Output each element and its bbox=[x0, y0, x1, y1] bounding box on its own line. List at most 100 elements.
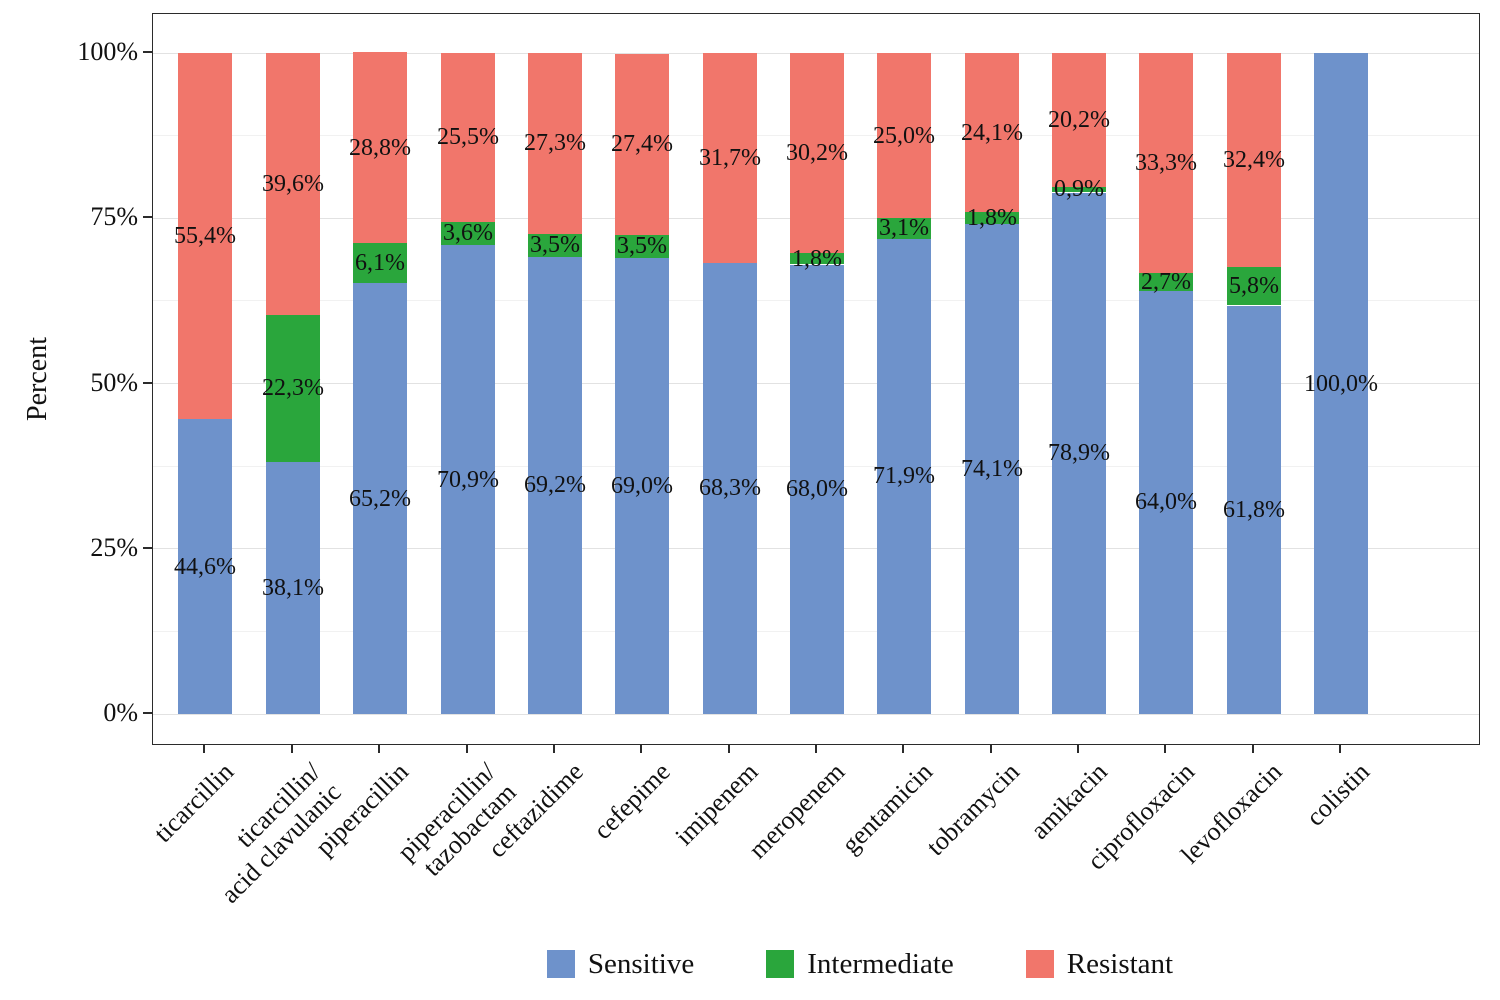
bar-value-label: 3,5% bbox=[617, 233, 667, 259]
bar-segment-intermediate bbox=[790, 252, 844, 265]
bar-value-label: 69,2% bbox=[524, 472, 586, 498]
bar-segment-resistant bbox=[1139, 53, 1193, 274]
bar-value-label: 32,4% bbox=[1223, 147, 1285, 173]
x-axis-tick bbox=[1077, 745, 1079, 753]
y-tick-label: 50% bbox=[90, 368, 138, 397]
bar-segment-resistant bbox=[790, 53, 844, 253]
x-axis-tick bbox=[553, 745, 555, 753]
bar-segment-sensitive bbox=[353, 283, 407, 714]
bar-segment-sensitive bbox=[178, 419, 232, 714]
bar-value-label: 69,0% bbox=[611, 473, 673, 499]
x-axis-tick bbox=[291, 745, 293, 753]
bar-value-label: 28,8% bbox=[349, 135, 411, 161]
x-axis-tick bbox=[990, 745, 992, 753]
bar-value-label: 1,8% bbox=[792, 246, 842, 272]
x-axis-tick bbox=[1252, 745, 1254, 753]
plot-panel: 44,6% 55,4% 38,1% 22,3% 39,6% 65,2% 6,1% 28,8% 7… bbox=[152, 13, 1480, 745]
bar-value-label: 64,0% bbox=[1135, 489, 1197, 515]
x-axis-tick bbox=[466, 745, 468, 753]
bar-segment-resistant bbox=[178, 53, 232, 420]
major-gridline bbox=[153, 713, 1479, 715]
y-axis-tick bbox=[143, 216, 152, 219]
bar-segment-intermediate bbox=[528, 233, 582, 257]
legend-item-resistant: Resistant bbox=[1025, 947, 1174, 981]
bar-segment-resistant bbox=[1227, 53, 1281, 268]
bar-value-label: 39,6% bbox=[262, 171, 324, 197]
bar-value-label: 3,6% bbox=[443, 220, 493, 246]
bar-value-label: 22,3% bbox=[262, 375, 324, 401]
bar-value-label: 31,7% bbox=[699, 145, 761, 171]
bar-segment-resistant bbox=[266, 53, 320, 315]
resistant-swatch bbox=[1025, 950, 1054, 978]
bar-value-label: 44,6% bbox=[174, 554, 236, 580]
bar-value-label: 74,1% bbox=[961, 456, 1023, 482]
x-category-label: gentamicin bbox=[835, 757, 938, 860]
x-category-label: ticarcillin bbox=[147, 757, 239, 848]
bar-value-label: 30,2% bbox=[786, 140, 848, 166]
bar-segment-resistant bbox=[528, 53, 582, 234]
bar-segment-sensitive bbox=[965, 224, 1019, 714]
bar-value-label: 24,1% bbox=[961, 120, 1023, 146]
bar-segment-sensitive bbox=[1227, 305, 1281, 714]
bar-segment-sensitive bbox=[1139, 291, 1193, 714]
bar-value-label: 70,9% bbox=[437, 467, 499, 493]
bar-segment-sensitive bbox=[703, 262, 757, 714]
bar-value-label: 5,8% bbox=[1229, 273, 1279, 299]
bar-segment-intermediate bbox=[266, 314, 320, 463]
y-tick-label: 100% bbox=[77, 37, 138, 66]
bar-segment-resistant bbox=[615, 53, 669, 235]
bar-segment-sensitive bbox=[266, 462, 320, 714]
legend-label: Resistant bbox=[1066, 947, 1174, 980]
bar-segment-sensitive bbox=[1052, 192, 1106, 714]
bar-segment-resistant bbox=[877, 53, 931, 219]
y-tick-label: 25% bbox=[90, 533, 138, 562]
bar-segment-sensitive bbox=[790, 264, 844, 714]
bar-value-label: 3,1% bbox=[879, 215, 929, 241]
bar-value-label: 55,4% bbox=[174, 223, 236, 249]
legend-item-sensitive: Sensitive bbox=[546, 948, 694, 981]
bar-value-label: 71,9% bbox=[873, 463, 935, 489]
bar-value-label: 6,1% bbox=[355, 250, 405, 276]
bar-segment-resistant bbox=[703, 53, 757, 263]
bar-segment-sensitive bbox=[1314, 53, 1368, 714]
bar-value-label: 27,4% bbox=[611, 131, 673, 157]
bar-value-label: 20,2% bbox=[1048, 107, 1110, 133]
x-axis-tick bbox=[728, 745, 730, 753]
x-category-label: tobramycin bbox=[921, 757, 1026, 862]
bar-value-label: 78,9% bbox=[1048, 440, 1110, 466]
x-axis-tick bbox=[902, 745, 904, 753]
bar-value-label: 27,3% bbox=[524, 130, 586, 156]
bar-segment-intermediate bbox=[965, 212, 1019, 225]
y-tick-label: 75% bbox=[90, 202, 138, 231]
bar-segment-sensitive bbox=[615, 257, 669, 714]
bar-value-label: 0,9% bbox=[1054, 176, 1104, 202]
bar-segment-resistant bbox=[965, 53, 1019, 213]
bar-value-label: 1,8% bbox=[967, 205, 1017, 231]
bar-value-label: 38,1% bbox=[262, 575, 324, 601]
y-axis-tick bbox=[143, 51, 152, 53]
sensitive-swatch bbox=[546, 950, 575, 978]
bar-value-label: 100,0% bbox=[1304, 371, 1378, 397]
legend: Sensitive Intermediate Resistant bbox=[220, 942, 1500, 986]
bar-segment-sensitive bbox=[441, 245, 495, 714]
y-tick-label: 0% bbox=[103, 698, 138, 727]
bar-segment-resistant bbox=[1052, 53, 1106, 187]
bar-value-label: 3,5% bbox=[530, 232, 580, 258]
bar-segment-intermediate bbox=[1052, 186, 1106, 193]
bar-segment-intermediate bbox=[877, 218, 931, 239]
x-category-label: amikacin bbox=[1024, 757, 1113, 845]
bar-value-label: 68,0% bbox=[786, 476, 848, 502]
x-axis-tick bbox=[1164, 745, 1166, 753]
bar-segment-sensitive bbox=[877, 238, 931, 714]
bar-segment-intermediate bbox=[615, 234, 669, 258]
y-axis-tick bbox=[143, 381, 152, 384]
legend-item-intermediate: Intermediate bbox=[766, 948, 954, 981]
bar-value-label: 65,2% bbox=[349, 486, 411, 512]
bar-segment-intermediate bbox=[1139, 273, 1193, 291]
x-axis-tick bbox=[203, 745, 205, 753]
bar-value-label: 33,3% bbox=[1135, 150, 1197, 176]
y-axis-tick bbox=[143, 546, 152, 549]
bar-segment-sensitive bbox=[528, 256, 582, 714]
bar-value-label: 2,7% bbox=[1141, 269, 1191, 295]
